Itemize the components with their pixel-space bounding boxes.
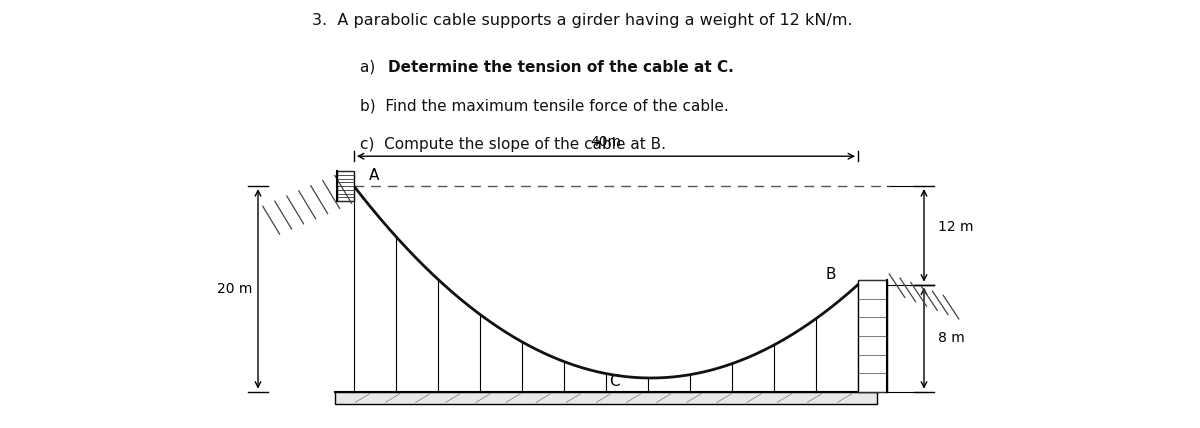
Text: 40m: 40m	[590, 134, 622, 149]
Text: Determine the tension of the cable at C.: Determine the tension of the cable at C.	[388, 60, 733, 75]
Text: b)  Find the maximum tensile force of the cable.: b) Find the maximum tensile force of the…	[360, 98, 728, 113]
Text: A: A	[368, 168, 379, 183]
Bar	[335, 392, 877, 404]
Text: c)  Compute the slope of the cable at B.: c) Compute the slope of the cable at B.	[360, 137, 666, 152]
Text: 20 m: 20 m	[217, 282, 252, 296]
Bar	[858, 280, 887, 392]
Text: B: B	[826, 268, 836, 282]
Text: 12 m: 12 m	[938, 220, 974, 234]
Text: 8 m: 8 m	[938, 331, 965, 345]
Bar	[337, 171, 354, 201]
Text: C: C	[610, 374, 620, 389]
Text: 3.  A parabolic cable supports a girder having a weight of 12 kN/m.: 3. A parabolic cable supports a girder h…	[312, 13, 853, 28]
Text: a): a)	[360, 60, 385, 75]
